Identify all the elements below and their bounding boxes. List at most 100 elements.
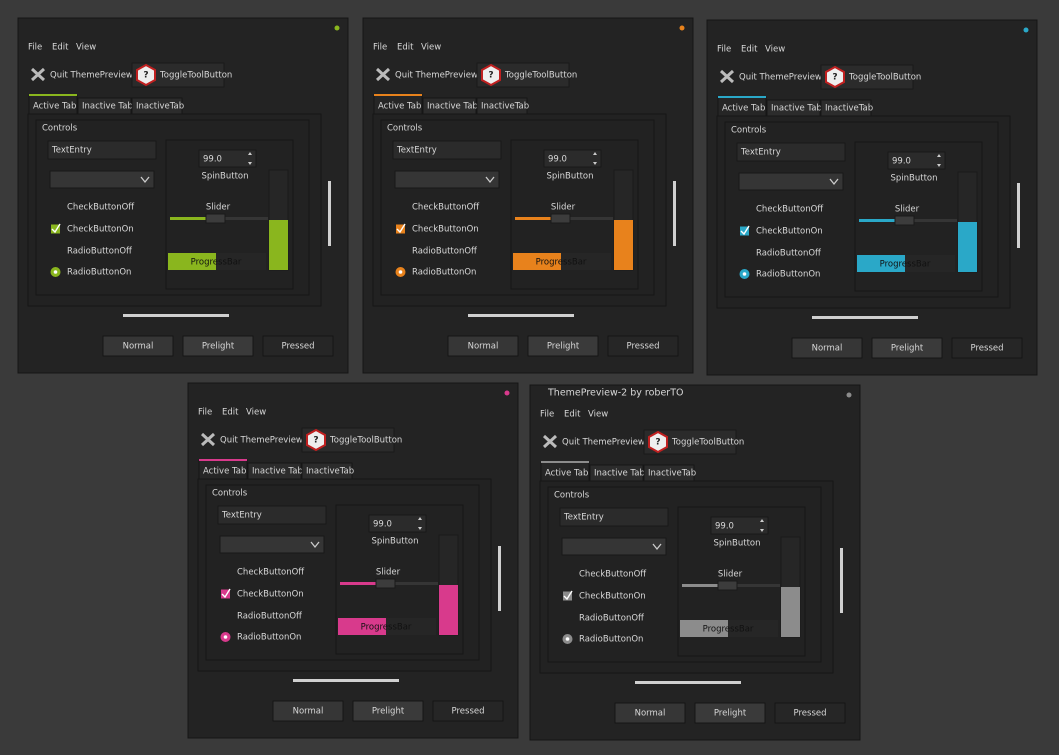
check-button[interactable]: CheckButtonOn xyxy=(412,225,479,235)
menu-item[interactable]: Edit xyxy=(397,43,414,53)
radio-button[interactable]: RadioButtonOn xyxy=(756,270,820,280)
button-label[interactable]: Prelight xyxy=(547,342,580,352)
check-button[interactable]: CheckButtonOff xyxy=(237,568,305,578)
toolbar-button[interactable]: ToggleToolButton xyxy=(848,73,921,83)
button-label[interactable]: Normal xyxy=(635,709,666,719)
button[interactable] xyxy=(791,337,863,359)
button[interactable] xyxy=(871,337,943,359)
tab-label[interactable]: Inactive Tab xyxy=(427,102,478,112)
spin-button[interactable] xyxy=(368,514,427,533)
button-label[interactable]: Prelight xyxy=(714,709,747,719)
checkbox[interactable] xyxy=(396,224,405,234)
button[interactable] xyxy=(432,700,504,722)
button-label[interactable]: Pressed xyxy=(971,344,1004,354)
menu-item[interactable]: File xyxy=(717,45,731,55)
toolbar-button[interactable]: ToggleToolButton xyxy=(329,436,402,446)
button-label[interactable]: Normal xyxy=(293,707,324,717)
toolbar-button[interactable]: ToggleToolButton xyxy=(159,71,232,81)
toolbar-button[interactable]: Quit ThemePreview! xyxy=(395,71,481,81)
text-entry[interactable] xyxy=(392,140,502,160)
check-button[interactable]: CheckButtonOn xyxy=(756,227,823,237)
radio-button[interactable]: RadioButtonOn xyxy=(412,268,476,278)
radio-button[interactable]: RadioButtonOn xyxy=(237,633,301,643)
button[interactable] xyxy=(694,702,766,724)
menu-item[interactable]: File xyxy=(540,410,554,420)
button-label[interactable]: Normal xyxy=(123,342,154,352)
radio-button[interactable]: RadioButtonOff xyxy=(67,247,133,257)
spin-value[interactable]: 99.0 xyxy=(892,157,911,167)
radio-button[interactable]: RadioButtonOff xyxy=(579,614,645,624)
button-label[interactable]: Pressed xyxy=(282,342,315,352)
menu-item[interactable]: Edit xyxy=(52,43,69,53)
button-label[interactable]: Prelight xyxy=(891,344,924,354)
button[interactable] xyxy=(614,702,686,724)
button[interactable] xyxy=(774,702,846,724)
menu-item[interactable]: View xyxy=(76,43,96,53)
check-button[interactable]: CheckButtonOff xyxy=(756,205,824,215)
menu-item[interactable]: View xyxy=(421,43,441,53)
tab-label[interactable]: Active Tab xyxy=(33,102,76,112)
tab-label[interactable]: InactiveTab xyxy=(481,102,529,112)
slider-thumb[interactable] xyxy=(205,213,226,224)
button[interactable] xyxy=(527,335,599,357)
combo-box[interactable] xyxy=(561,537,667,556)
check-button[interactable]: CheckButtonOn xyxy=(579,592,646,602)
text-entry-value[interactable]: TextEntry xyxy=(51,146,92,156)
tab-label[interactable]: InactiveTab xyxy=(306,467,354,477)
slider-thumb[interactable] xyxy=(375,578,396,589)
tab-label[interactable]: Active Tab xyxy=(203,467,246,477)
checkbox[interactable] xyxy=(51,224,60,234)
combo-box[interactable] xyxy=(394,170,500,189)
radio-button[interactable]: RadioButtonOn xyxy=(579,635,643,645)
button-label[interactable]: Pressed xyxy=(794,709,827,719)
menu-item[interactable]: File xyxy=(28,43,42,53)
spin-button[interactable] xyxy=(887,151,946,170)
toolbar-button[interactable]: Quit ThemePreview! xyxy=(739,73,825,83)
tab-label[interactable]: InactiveTab xyxy=(136,102,184,112)
combo-box[interactable] xyxy=(49,170,155,189)
button[interactable] xyxy=(352,700,424,722)
text-entry[interactable] xyxy=(559,507,669,527)
text-entry[interactable] xyxy=(217,505,327,525)
spin-button[interactable] xyxy=(710,516,769,535)
slider-thumb[interactable] xyxy=(717,580,738,591)
menu-item[interactable]: View xyxy=(246,408,266,418)
button-label[interactable]: Normal xyxy=(468,342,499,352)
slider-thumb[interactable] xyxy=(894,215,915,226)
button-label[interactable]: Prelight xyxy=(202,342,235,352)
button[interactable] xyxy=(951,337,1023,359)
toolbar-button[interactable]: Quit ThemePreview! xyxy=(562,438,648,448)
tab-label[interactable]: Inactive Tab xyxy=(594,469,645,479)
menu-item[interactable]: View xyxy=(588,410,608,420)
check-button[interactable]: CheckButtonOff xyxy=(67,203,135,213)
checkbox[interactable] xyxy=(740,226,749,236)
tab-label[interactable]: InactiveTab xyxy=(648,469,696,479)
checkbox[interactable] xyxy=(563,591,572,601)
button[interactable] xyxy=(447,335,519,357)
button-label[interactable]: Pressed xyxy=(627,342,660,352)
tab-label[interactable]: Active Tab xyxy=(378,102,421,112)
menu-item[interactable]: File xyxy=(198,408,212,418)
spin-value[interactable]: 99.0 xyxy=(548,155,567,165)
toolbar-button[interactable]: Quit ThemePreview! xyxy=(220,436,306,446)
text-entry-value[interactable]: TextEntry xyxy=(563,513,604,523)
toolbar-button[interactable]: ToggleToolButton xyxy=(671,438,744,448)
button[interactable] xyxy=(182,335,254,357)
button-label[interactable]: Prelight xyxy=(372,707,405,717)
tab-label[interactable]: Inactive Tab xyxy=(252,467,303,477)
combo-box[interactable] xyxy=(219,535,325,554)
check-button[interactable]: CheckButtonOn xyxy=(237,590,304,600)
menu-item[interactable]: Edit xyxy=(741,45,758,55)
check-button[interactable]: CheckButtonOff xyxy=(579,570,647,580)
text-entry-value[interactable]: TextEntry xyxy=(740,148,781,158)
button-label[interactable]: Pressed xyxy=(452,707,485,717)
check-button[interactable]: CheckButtonOff xyxy=(412,203,480,213)
spin-button[interactable] xyxy=(543,149,602,168)
tab-label[interactable]: Active Tab xyxy=(545,469,588,479)
menu-item[interactable]: Edit xyxy=(564,410,581,420)
text-entry[interactable] xyxy=(736,142,846,162)
toolbar-button[interactable]: Quit ThemePreview! xyxy=(50,71,136,81)
radio-button[interactable]: RadioButtonOff xyxy=(237,612,303,622)
spin-value[interactable]: 99.0 xyxy=(203,155,222,165)
menu-item[interactable]: File xyxy=(373,43,387,53)
